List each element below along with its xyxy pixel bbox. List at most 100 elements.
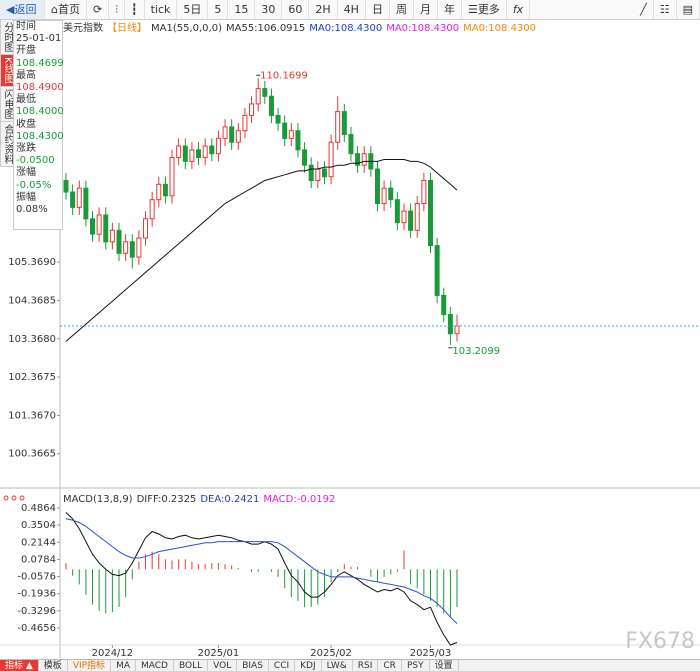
legend-entry: MA1(55,0,0,0) [151,23,222,34]
period-button[interactable]: 日 [366,0,390,19]
candle-body [96,214,102,235]
side-tab[interactable]: 分时图 [0,20,14,55]
candle-body [70,191,76,208]
candle-body [427,180,433,247]
candle-body [288,130,294,139]
candle-body [408,210,414,231]
candle-body [189,149,195,162]
panel-icon [19,495,25,501]
indicator-tab[interactable]: CR [378,660,402,671]
y-tick-label: -0.1936 [17,589,56,600]
legend-entry: MA55:106.0915 [225,23,306,34]
candle-body [361,153,367,166]
indicator-tab[interactable]: BOLL [174,660,209,671]
period-button[interactable]: 60 [282,0,310,19]
side-tab[interactable]: K线图 [0,55,14,87]
candle-body [335,111,341,143]
candle-body [315,168,321,182]
back-button[interactable]: ◀返回 [0,0,45,19]
period-button[interactable]: 5日 [177,0,209,19]
settings-button[interactable]: ▤ [677,0,700,19]
chart-subtitle: 【日线】 [107,23,147,34]
indicator-tab[interactable]: VOL [208,660,238,671]
indicator-tab[interactable]: 指标 ▲ [0,660,39,671]
chart-type-button[interactable]: ⫶ [109,0,125,19]
y-tick-label: 100.3665 [8,449,56,460]
period-button[interactable]: 5 [208,0,229,19]
y-tick-label: 105.3690 [8,257,56,268]
candle-body [388,187,394,201]
x-tick-label: 2025/03 [410,648,452,659]
period-button[interactable]: 周 [390,0,414,19]
back-label: 返回 [14,3,37,16]
candle-body [328,141,334,178]
candle-body [209,145,215,155]
indicator-tab[interactable]: RSI [353,660,379,671]
candle-body [295,130,301,151]
x-tick-label: 2025/01 [198,648,240,659]
candle-body [63,180,69,193]
candle-body [76,187,82,208]
period-button[interactable]: 月 [414,0,438,19]
y-tick-label: 101.3670 [8,410,56,421]
indicator-tab[interactable]: 设置 [430,660,459,671]
period-button[interactable]: tick [145,0,178,19]
candle-body [222,126,228,139]
candle-body [421,180,427,204]
candle-body [434,245,440,296]
draw-button[interactable]: ╱ [634,0,654,19]
panel-icon [11,495,17,501]
info-value: 108.4300 [16,130,64,142]
candle-body [202,145,208,159]
y-tick-label: 0.0784 [21,554,56,565]
info-label: 收盘 [16,118,36,130]
info-value: 108.4699 [16,57,64,69]
macd-line [65,512,458,646]
indicator-tab[interactable]: VIP指标 [68,660,112,671]
side-tab[interactable]: 合约资料 [0,121,14,167]
indicator-tab[interactable]: LW& [322,660,353,671]
compare-button[interactable]: ☷ [654,0,677,19]
side-tab[interactable]: 闪电图 [0,86,14,122]
indicator-tab[interactable]: MA [111,660,136,671]
home-button[interactable]: ⌂首页 [45,0,87,19]
info-value: 108.4000 [16,106,64,118]
refresh-button[interactable]: ⟳ [87,0,110,19]
high-label: 110.1699 [260,70,308,81]
candle-body [149,199,155,220]
toolbar: ◀返回 ⌂首页 ⟳ ⫶ ┇ tick 5日 5 15 30 60 2H 4H 日周月年 ☰更多 … [0,0,700,20]
period-button[interactable]: 2H [309,0,338,19]
candle-body [176,145,182,159]
period-button[interactable]: 年 [438,0,462,19]
main-legend: 美元指数 【日线】 MA1(55,0,0,0) MA55:106.0915 MA0:10… [63,19,540,34]
indicator-tab[interactable]: CCI [269,660,296,671]
period-button[interactable]: 15 [228,0,256,19]
candle-body [182,145,188,162]
candle-body [136,237,142,258]
info-value: 108.4900 [16,82,64,94]
y-tick-label: 102.3675 [8,372,56,383]
indicator-tab[interactable]: MACD [136,660,174,671]
info-label: 最低 [16,94,36,106]
period-button[interactable]: 30 [255,0,283,19]
candle-body [162,183,168,197]
candle-body [229,126,235,143]
indicator-tab[interactable]: 模板 [39,660,68,671]
indicator-tab[interactable]: BIAS [237,660,269,671]
period-button[interactable]: 4H [338,0,366,19]
x-tick-label: 2025/02 [310,648,352,659]
indicator-tab[interactable]: KDJ [295,660,322,671]
candle-type-button[interactable]: ┇ [125,0,145,19]
y-tick-label: -0.4656 [17,623,56,634]
legend-entry: MACD:-0.0192 [263,494,336,505]
candle-body [83,187,89,220]
indicator-tab[interactable]: PSY [402,660,430,671]
candle-body [302,149,308,166]
home-label: 首页 [57,3,80,16]
y-tick-label: 0.3504 [21,520,56,531]
more-button[interactable]: ☰更多 [462,0,507,19]
formula-button[interactable]: fx [507,0,531,19]
legend-entry: MA0:108.4300 [309,23,383,34]
